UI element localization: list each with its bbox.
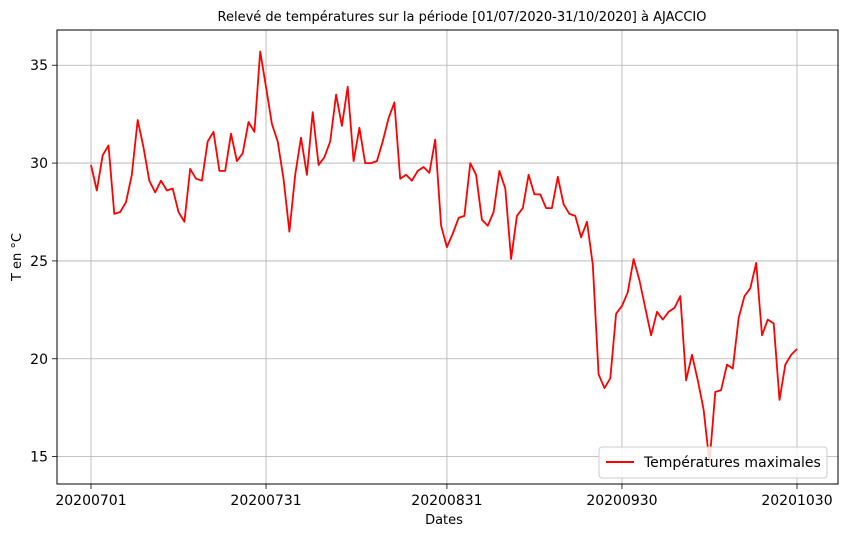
x-tick-label: 20201030: [761, 493, 832, 509]
y-tick-label: 25: [30, 254, 48, 270]
x-axis: 20200701 20200731 20200831 20200930 20201030: [55, 484, 833, 509]
series-layer: [90, 50, 798, 464]
x-tick-label: 20200831: [411, 493, 482, 509]
x-tick-label: 20200930: [586, 493, 657, 509]
y-axis-label: T en °C: [10, 233, 25, 282]
chart-title: Relevé de températures sur la période [0…: [218, 10, 707, 25]
x-tick-label: 20200731: [230, 493, 301, 509]
legend-label: Températures maximales: [643, 455, 821, 471]
x-tick-label: 20200701: [55, 493, 126, 509]
series-line-temperatures-maximales: [90, 50, 798, 464]
y-tick-label: 20: [30, 352, 48, 368]
grid: [57, 30, 838, 484]
x-axis-label: Dates: [425, 513, 463, 528]
y-tick-label: 15: [30, 450, 48, 466]
plot-frame: [56, 29, 839, 485]
y-tick-label: 35: [30, 58, 48, 74]
y-axis: 15 20 25 30 35: [30, 58, 57, 466]
legend: Températures maximales: [598, 446, 828, 479]
legend-box: [598, 446, 828, 479]
y-tick-label: 30: [30, 156, 48, 172]
